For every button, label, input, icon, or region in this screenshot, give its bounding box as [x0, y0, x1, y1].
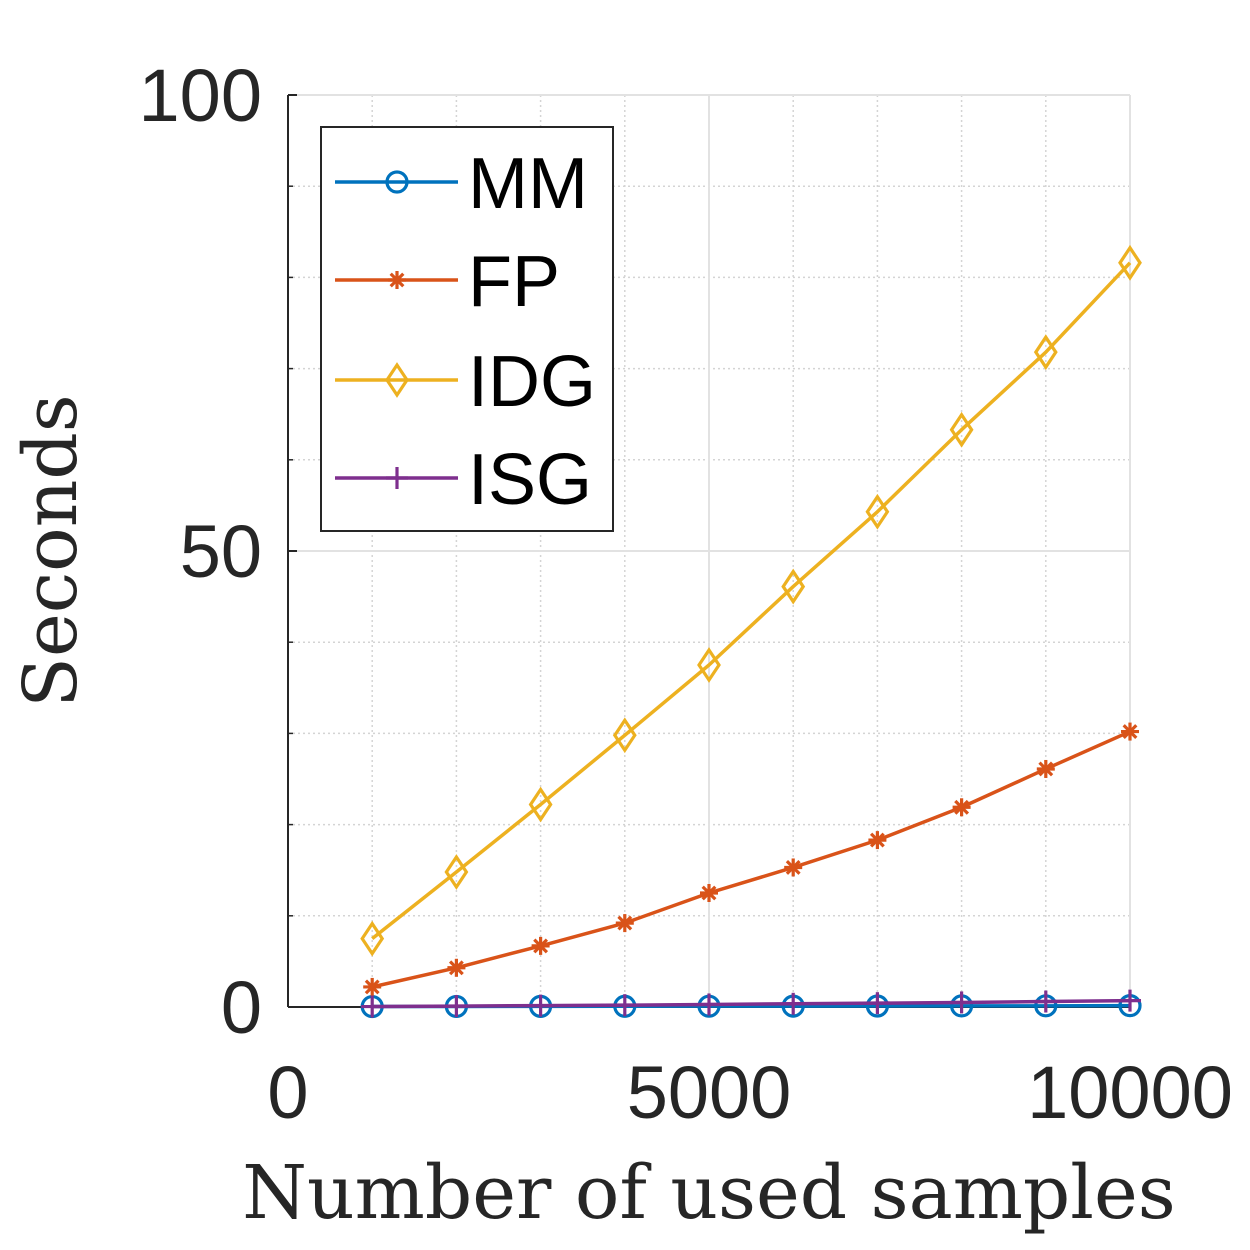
data-point-fp	[868, 831, 887, 850]
marker-diamond	[444, 854, 469, 890]
series-isg	[361, 989, 1141, 1018]
x-axis-title: Number of used samples	[242, 1150, 1176, 1236]
data-point-fp	[447, 958, 466, 977]
legend-box	[320, 126, 614, 532]
y-axis-title: Seconds	[8, 394, 94, 708]
data-point-fp	[952, 798, 971, 817]
series-line-idg	[371, 261, 1132, 940]
data-point-isg	[361, 995, 384, 1018]
data-point-isg	[445, 995, 468, 1018]
series-idg	[360, 244, 1142, 957]
data-point-fp	[615, 914, 634, 933]
legend-label-isg: ISG	[468, 440, 592, 520]
data-point-isg	[1034, 990, 1057, 1013]
data-point-fp	[363, 977, 382, 996]
data-point-isg	[698, 993, 720, 1016]
x-tick-label: 5000	[627, 1051, 792, 1134]
y-tick-label: 50	[180, 510, 262, 593]
marker-diamond	[949, 411, 974, 448]
data-point-idg	[1033, 334, 1058, 371]
legend-marker-idg	[385, 362, 409, 398]
series-layer	[360, 244, 1142, 1019]
series-line-fp	[371, 729, 1131, 989]
legend-entry-mm: MM	[335, 144, 588, 224]
marker-stroke	[701, 885, 717, 901]
data-point-isg	[866, 992, 889, 1015]
marker-diamond	[697, 647, 721, 683]
marker-stroke	[954, 799, 970, 815]
tick-labels: 0 50 100 0 5000 10000	[139, 54, 1233, 1134]
legend-label-fp: FP	[468, 242, 560, 322]
marker-diamond	[528, 786, 553, 823]
marker-diamond	[360, 920, 385, 957]
marker-stroke	[448, 960, 464, 976]
legend-label-mm: MM	[468, 144, 588, 224]
marker-circle	[385, 170, 409, 194]
legend-entry-fp: FP	[335, 242, 560, 322]
data-point-idg	[612, 717, 637, 754]
data-point-idg	[1118, 244, 1142, 281]
x-tick-label: 0	[267, 1051, 308, 1134]
y-tick-label: 100	[139, 54, 262, 137]
data-point-fp	[1036, 759, 1055, 778]
data-point-fp	[1121, 722, 1139, 741]
data-point-fp	[784, 858, 803, 877]
data-point-idg	[528, 786, 553, 823]
data-point-isg	[782, 992, 805, 1015]
data-point-fp	[700, 884, 718, 902]
marker-stroke	[389, 272, 405, 288]
marker-stroke	[1038, 761, 1054, 777]
marker-diamond	[1118, 244, 1142, 281]
legend-marker-fp	[388, 271, 406, 289]
series-fp	[363, 722, 1139, 996]
marker-stroke	[533, 938, 549, 954]
data-point-idg	[360, 920, 385, 957]
marker-stroke	[617, 915, 633, 931]
legend-entry-idg: IDG	[335, 342, 596, 422]
legend-entry-isg: ISG	[335, 440, 592, 520]
marker-diamond	[781, 568, 806, 605]
marker-diamond	[1033, 334, 1058, 371]
legend-marker-mm	[385, 170, 409, 194]
x-tick-label: 10000	[1027, 1051, 1233, 1134]
legend-label-idg: IDG	[468, 342, 596, 422]
marker-stroke	[1122, 724, 1138, 740]
data-point-idg	[949, 411, 974, 448]
marker-stroke	[364, 979, 380, 995]
data-point-isg	[950, 991, 973, 1014]
marker-diamond	[865, 493, 890, 530]
legend: MM FP IDG ISG	[320, 126, 614, 532]
marker-stroke	[785, 860, 801, 875]
data-point-idg	[697, 647, 721, 683]
data-point-idg	[444, 854, 469, 890]
data-point-isg	[613, 994, 636, 1017]
data-point-isg	[529, 994, 552, 1017]
marker-stroke	[869, 832, 885, 848]
series-line-isg	[372, 998, 1131, 1009]
data-point-idg	[865, 493, 890, 530]
y-tick-label: 0	[221, 966, 262, 1049]
data-point-idg	[781, 568, 806, 605]
data-point-fp	[531, 936, 550, 955]
legend-marker-isg	[386, 467, 408, 489]
marker-diamond	[612, 717, 637, 754]
marker-diamond	[385, 362, 409, 398]
data-point-isg	[1119, 989, 1141, 1012]
